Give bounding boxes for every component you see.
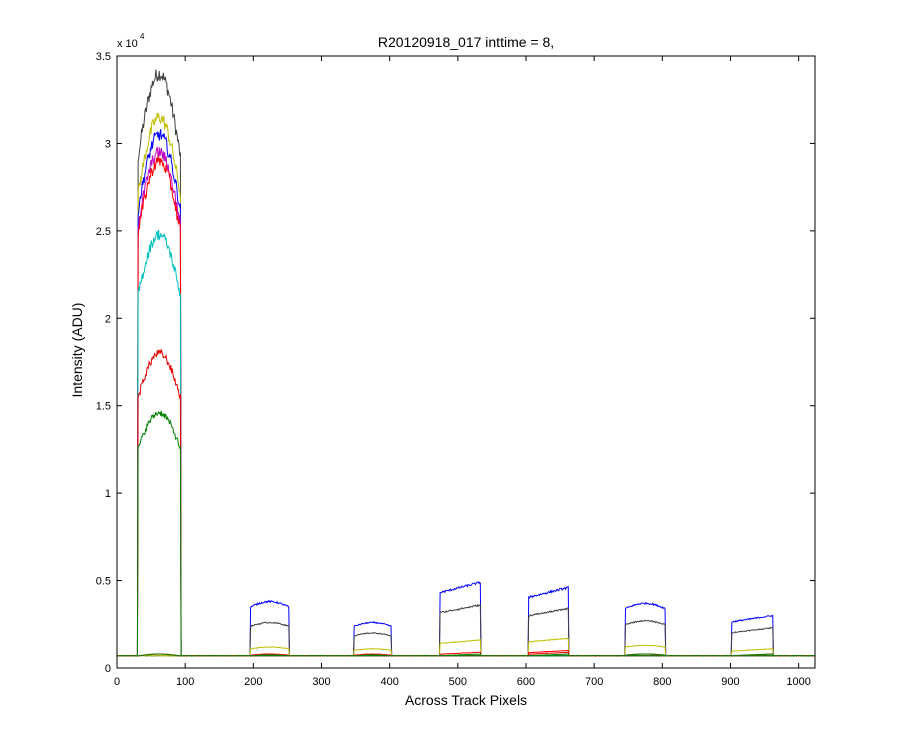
y-tick-label: 3.5 [96,51,111,63]
series-lines [116,69,816,657]
y-tick-label: 2 [105,313,111,325]
x-tick-label: 900 [721,676,739,688]
y-tick-label: 0.5 [96,576,111,588]
x-axis-ticks: 0 100 200 300 400 500 600 700 800 900 1000 [114,56,811,688]
x-tick-label: 300 [312,676,330,688]
y-tick-label: 2.5 [96,226,111,238]
x-tick-label: 800 [653,676,671,688]
x-tick-label: 700 [585,676,603,688]
x-tick-label: 600 [517,676,535,688]
y-axis-ticks: 0 0.5 1 1.5 2 2.5 3 3.5 [96,51,815,675]
x-tick-label: 500 [449,676,467,688]
y-tick-label: 1 [105,488,111,500]
x-tick-label: 1000 [786,676,810,688]
chart-title: R20120918_017 inttime = 8, [378,34,554,50]
y-axis-label: Intensity (ADU) [69,303,85,398]
x-axis-label: Across Track Pixels [405,692,527,708]
x-tick-label: 0 [114,676,120,688]
y-tick-label: 0 [105,663,111,675]
y-exponent-label: x 10 [117,38,138,50]
y-tick-label: 1.5 [96,401,111,413]
y-tick-label: 3 [105,138,111,150]
axes-box [116,55,816,669]
x-tick-label: 100 [176,676,194,688]
y-exponent-power: 4 [140,32,145,41]
x-tick-label: 400 [380,676,398,688]
x-tick-label: 200 [244,676,262,688]
series-line [116,653,816,657]
